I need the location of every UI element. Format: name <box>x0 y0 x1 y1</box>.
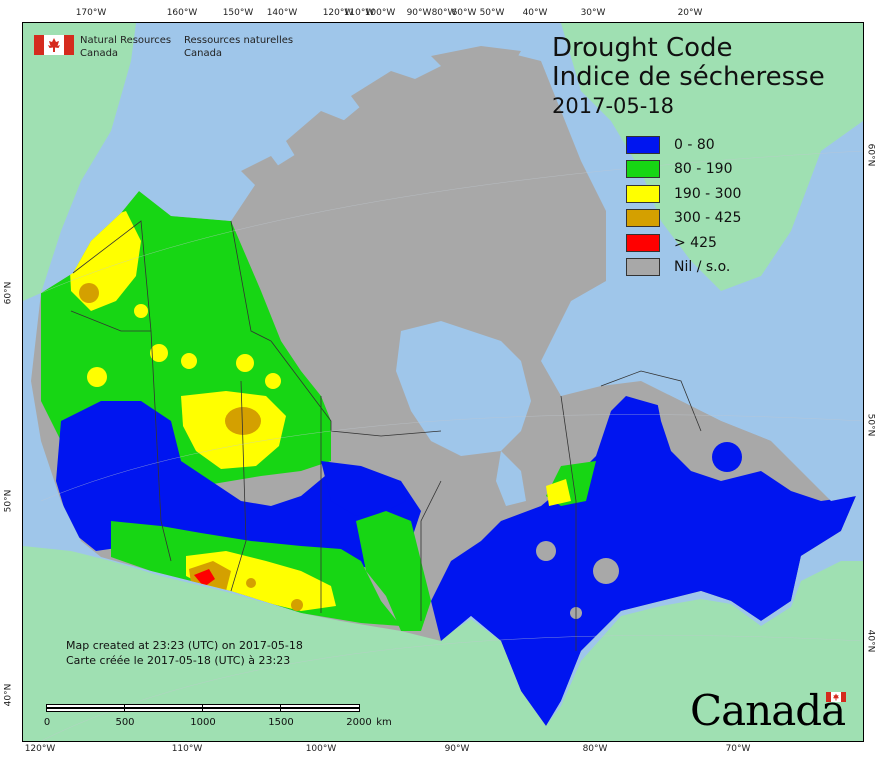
ungava-yellow-zone <box>546 479 571 506</box>
james-bay <box>496 451 526 506</box>
org-name-fr: Ressources naturelles Canada <box>184 34 293 60</box>
top-tick-label: 50°W <box>479 8 505 18</box>
bottom-tick-label: 90°W <box>444 744 470 754</box>
province-boundaries <box>70 220 702 651</box>
scale-unit: km <box>376 717 392 728</box>
org-fr-line2: Canada <box>184 48 223 59</box>
top-tick-label: 90°W <box>406 8 432 18</box>
no-data-spot <box>593 558 619 584</box>
manitoba-blue-zone <box>321 461 406 516</box>
prairie-red-zone <box>194 569 215 587</box>
top-tick-label: 40°W <box>522 8 548 18</box>
top-tick-label: 80°W <box>431 8 457 18</box>
scale-label: 500 <box>115 717 135 728</box>
scale-segment <box>202 708 281 712</box>
prairie-yellow-zone <box>186 551 336 611</box>
bottom-tick-label: 80°W <box>582 744 608 754</box>
drought-fields <box>41 191 856 726</box>
top-tick-label: 170°W <box>75 8 107 18</box>
scale-segment <box>280 704 360 708</box>
title-fr: Indice de sécheresse <box>552 62 825 92</box>
right-tick-label: 50°N <box>865 413 876 437</box>
org-name-en: Natural Resources Canada <box>80 34 171 60</box>
usa-land <box>23 546 863 741</box>
right-tick-label: 60°N <box>865 143 876 167</box>
top-tick-label: 100°W <box>364 8 396 18</box>
ontario-green-zone <box>356 511 431 631</box>
arctic-island <box>431 46 521 81</box>
top-tick-label: 30°W <box>580 8 606 18</box>
top-tick-label: 60°W <box>451 8 477 18</box>
legend-swatch <box>626 209 660 228</box>
left-tick-label: 50°N <box>3 489 14 513</box>
org-en-line2: Canada <box>80 48 119 59</box>
top-tick-label: 20°W <box>677 8 703 18</box>
map-frame[interactable] <box>22 22 864 742</box>
greenland-land <box>561 23 863 291</box>
quebec-blue-zone <box>431 396 856 726</box>
central-dark-spot <box>225 407 261 435</box>
top-tick-label: 140°W <box>266 8 298 18</box>
legend-swatch <box>626 160 660 179</box>
map-date: 2017-05-18 <box>552 94 675 118</box>
legend-label: 190 - 300 <box>674 185 742 202</box>
legend-swatch <box>626 136 660 154</box>
top-tick-label: 160°W <box>166 8 198 18</box>
bottom-tick-label: 120°W <box>24 744 56 754</box>
bottom-tick-label: 100°W <box>305 744 337 754</box>
credit-en: Map created at 23:23 (UTC) on 2017-05-18 <box>66 639 303 652</box>
wordmark-flag-icon <box>826 692 846 702</box>
bottom-tick-label: 110°W <box>171 744 203 754</box>
legend-swatch <box>626 233 660 252</box>
map-title: Drought Code Indice de sécheresse 2017-0… <box>552 34 825 120</box>
canada-wordmark: Canada <box>690 686 846 735</box>
legend-label: Nil / s.o. <box>674 258 731 275</box>
credit-fr: Carte créée le 2017-05-18 (UTC) à 23:23 <box>66 654 291 667</box>
org-en-line1: Natural Resources <box>80 35 172 46</box>
scale-segment <box>46 708 125 712</box>
top-tick-label: 120°W <box>322 8 354 18</box>
bottom-tick-label: 70°W <box>725 744 751 754</box>
yukon-dark-spot <box>79 283 99 303</box>
legend-label: 80 - 190 <box>674 161 733 178</box>
legend-swatch <box>626 257 660 276</box>
map-credit: Map created at 23:23 (UTC) on 2017-05-18… <box>66 638 303 668</box>
scale-segment <box>124 708 203 712</box>
legend-swatch <box>626 184 660 203</box>
scale-label: 1000 <box>190 717 216 728</box>
scale-bar <box>46 704 360 714</box>
top-tick-label: 110°W <box>343 8 375 18</box>
legend-label: > 425 <box>674 234 717 251</box>
arctic-island <box>241 156 286 191</box>
alaska-land <box>23 23 136 301</box>
canada-flag-icon <box>34 35 74 55</box>
arctic-island <box>351 71 421 116</box>
org-fr-line1: Ressources naturelles <box>184 35 294 46</box>
left-tick-label: 40°N <box>3 683 14 707</box>
legend-label: 0 - 80 <box>674 137 715 153</box>
scale-segment <box>280 708 360 712</box>
legend-label: 300 - 425 <box>674 210 742 227</box>
scale-label: 0 <box>43 717 51 728</box>
top-tick-label: 150°W <box>222 8 254 18</box>
scale-label: 2000 <box>346 717 372 728</box>
scale-label: 1500 <box>268 717 294 728</box>
title-en: Drought Code <box>552 33 733 63</box>
hudson-bay <box>396 321 531 456</box>
no-data-spot <box>536 541 556 561</box>
left-tick-label: 60°N <box>3 281 14 305</box>
arctic-island <box>286 111 346 166</box>
right-tick-label: 40°N <box>865 629 876 653</box>
map-canvas <box>23 23 863 741</box>
